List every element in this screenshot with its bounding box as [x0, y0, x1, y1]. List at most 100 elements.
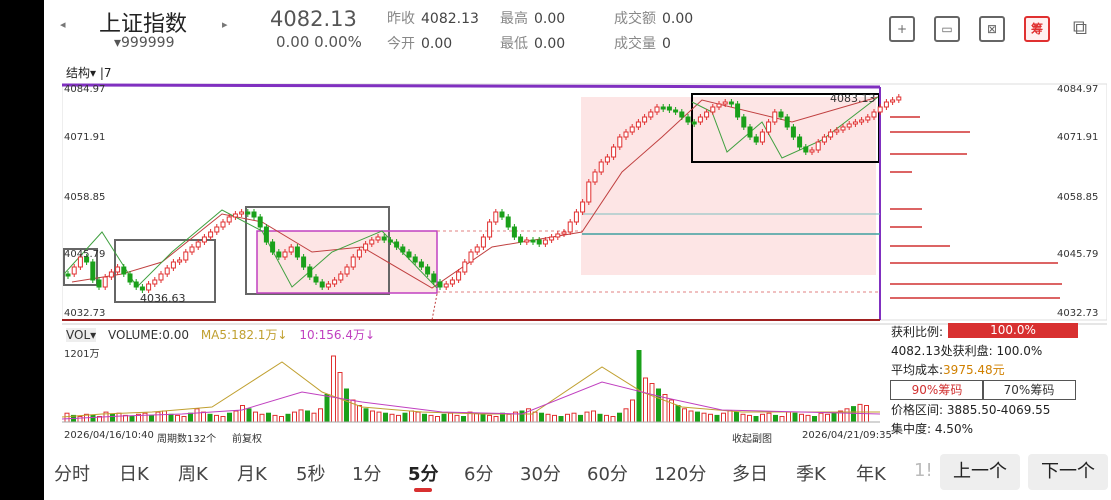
tab-5s[interactable]: 5秒	[296, 464, 326, 485]
candle-body	[809, 149, 815, 153]
tab-30min[interactable]: 30分	[520, 464, 561, 485]
volume-bar	[487, 414, 492, 423]
candle-body	[573, 211, 579, 223]
volume-bar	[539, 412, 544, 423]
volume-bar	[266, 412, 271, 423]
volume-bar	[851, 406, 856, 423]
candle-body	[803, 146, 809, 153]
candle-body	[170, 261, 176, 269]
candle-body	[505, 216, 511, 228]
range-icon[interactable]: ⊠	[979, 16, 1005, 42]
end-date: 2026/04/21/09:35	[802, 430, 892, 441]
volume-bar	[188, 412, 193, 423]
stat-prev-close: 昨收 4082.13	[387, 11, 479, 27]
candle-body	[524, 239, 530, 243]
draw-icon[interactable]: ▭	[934, 16, 960, 42]
candle-body	[834, 129, 840, 133]
collapse-subchart-button[interactable]: 收起副图	[732, 434, 772, 445]
volume-bar	[792, 412, 798, 423]
candle-body	[418, 261, 424, 268]
volume-bar	[318, 408, 323, 423]
tab-day-k[interactable]: 日K	[119, 464, 149, 485]
volume-bar	[155, 411, 161, 423]
volume-bar	[617, 412, 622, 423]
kline-chart[interactable]: 结构▾ |7 4084.97 4071.91 4058.85 4032.73 4…	[62, 62, 1107, 447]
candle-body	[183, 251, 189, 261]
candle-body	[493, 211, 499, 223]
tab-month-k[interactable]: 月K	[237, 464, 267, 485]
volume-bar	[357, 405, 362, 423]
candle-body	[96, 279, 102, 288]
candle-body	[580, 201, 586, 213]
tab-multi-day[interactable]: 多日	[732, 464, 768, 485]
add-icon[interactable]: +	[889, 16, 915, 42]
volume-bar	[773, 414, 778, 423]
candle-body	[468, 251, 474, 263]
tab-5min[interactable]: 5分	[408, 464, 439, 485]
candle-body	[704, 111, 710, 118]
vol-selector[interactable]: VOL▾	[66, 328, 97, 342]
candle-body	[642, 116, 648, 123]
candle-body	[691, 121, 697, 125]
candle-body	[400, 246, 406, 253]
candle-body	[852, 121, 858, 125]
next-stock-button[interactable]: 下一个	[1028, 454, 1108, 490]
candle-body	[232, 213, 238, 218]
candle-body	[121, 266, 127, 275]
adjust-mode[interactable]: 前复权	[232, 434, 262, 445]
candle-body	[828, 131, 834, 138]
volume-bar	[370, 410, 375, 423]
prev-stock-arrow-icon[interactable]: ◂	[60, 18, 66, 31]
candle-body	[276, 251, 282, 258]
volume-bar	[77, 416, 83, 423]
candle-body	[344, 266, 350, 275]
chip90-button[interactable]: 90%筹码	[890, 380, 984, 400]
structure-selector[interactable]: 结构▾ |7	[66, 66, 112, 80]
volume-bar	[584, 411, 590, 423]
candle-body	[437, 281, 443, 288]
prev-stock-button[interactable]: 上一个	[940, 454, 1020, 490]
chip-distribution-button[interactable]: 筹	[1024, 16, 1050, 42]
volume-bar	[402, 412, 408, 423]
candle-body	[263, 226, 269, 243]
volume-bar	[747, 414, 752, 423]
volume-bar	[708, 413, 713, 423]
candle-body	[251, 211, 257, 218]
tab-overflow[interactable]: 1!	[914, 460, 933, 481]
volume-bar	[701, 412, 707, 423]
tab-120min[interactable]: 120分	[654, 464, 707, 485]
candle-body	[679, 111, 685, 118]
candle-body	[722, 101, 728, 105]
volume-bar	[565, 413, 570, 423]
candle-body	[158, 273, 164, 281]
candle-body	[815, 141, 821, 151]
stock-code[interactable]: ▾999999	[114, 35, 175, 51]
tab-15min[interactable]: 6分	[464, 464, 494, 485]
left-price-label: 4045.79	[64, 249, 106, 260]
candle-body	[456, 271, 462, 281]
profit-at-price: 4082.13处获利盘: 100.0%	[891, 344, 1043, 358]
volume-bar	[682, 408, 687, 423]
tab-quarter-k[interactable]: 季K	[796, 464, 826, 485]
volume-bar	[279, 416, 284, 423]
tab-60min[interactable]: 60分	[587, 464, 628, 485]
rotate-screen-icon[interactable]: ⧉	[1072, 15, 1088, 39]
candle-body	[567, 221, 573, 233]
next-stock-arrow-icon[interactable]: ▸	[222, 18, 228, 31]
volume-bar	[604, 414, 609, 423]
volume-bar	[129, 416, 135, 423]
volume-bar	[383, 412, 388, 423]
tab-year-k[interactable]: 年K	[856, 464, 886, 485]
volume-bar	[454, 414, 460, 423]
candle-body	[84, 256, 90, 263]
candle-body	[90, 261, 96, 281]
tab-timeshare[interactable]: 分时	[54, 464, 90, 485]
candle-body	[611, 146, 617, 158]
chip70-button[interactable]: 70%筹码	[982, 380, 1076, 400]
volume-bar	[480, 413, 486, 423]
volume-bar	[337, 372, 343, 423]
tab-week-k[interactable]: 周K	[178, 464, 208, 485]
tab-1min[interactable]: 1分	[352, 464, 382, 485]
volume-bar	[818, 412, 824, 423]
candle-body	[623, 131, 629, 138]
